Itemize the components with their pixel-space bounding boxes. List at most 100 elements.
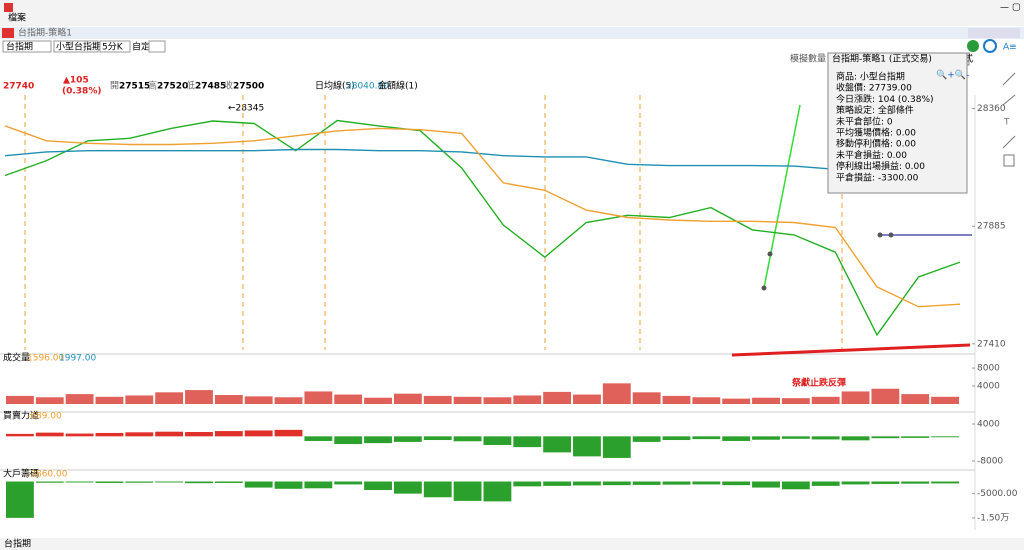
high-mark: ←28345 xyxy=(228,104,264,114)
bar xyxy=(781,398,810,404)
bar xyxy=(573,394,601,404)
bar xyxy=(453,396,482,404)
side-tools[interactable]: T xyxy=(1002,72,1016,167)
custom-input[interactable] xyxy=(148,40,166,53)
window-controls[interactable]: — ▢ ✕ xyxy=(1000,3,1024,13)
bar xyxy=(602,383,631,404)
contract-select[interactable] xyxy=(53,40,99,53)
info-line: 收盤價: 27739.00 xyxy=(836,82,912,94)
panel-title: 成交量 xyxy=(3,352,30,364)
ohlc-label: 低 xyxy=(186,80,195,92)
bar xyxy=(364,436,392,444)
info-line: 移動停利價格: 0.00 xyxy=(836,138,916,150)
bar xyxy=(334,436,363,445)
window-title: 台指期-策略1 xyxy=(18,27,72,39)
last-price: 27740 xyxy=(3,82,34,92)
bar xyxy=(334,481,363,485)
bar xyxy=(244,430,273,437)
bar xyxy=(841,436,870,441)
window-header xyxy=(0,27,1024,39)
info-line: 策略設定: 全部條件 xyxy=(836,104,914,116)
bar xyxy=(274,481,303,489)
tool-text[interactable]: T xyxy=(1003,118,1010,128)
info-line: 平倉損益: -3300.00 xyxy=(836,171,919,183)
bar xyxy=(752,436,780,440)
tool-ray[interactable] xyxy=(1002,94,1016,106)
day-separators xyxy=(24,95,843,350)
info-box xyxy=(827,52,968,194)
bar xyxy=(125,432,154,437)
status-bar xyxy=(0,538,1024,550)
bar xyxy=(901,436,930,438)
bar xyxy=(155,431,184,437)
bar xyxy=(244,481,273,488)
bar xyxy=(931,481,959,484)
tool-fan[interactable] xyxy=(1002,135,1016,149)
panel-title: 買賣力道 xyxy=(3,410,39,422)
bar xyxy=(483,436,512,445)
info-line: 今日漲跌: 104 (0.38%) xyxy=(836,93,934,105)
period-select-text[interactable]: 5分K xyxy=(102,42,124,53)
line-point xyxy=(888,232,894,238)
ohlc-value: 27520 xyxy=(157,82,188,92)
bar xyxy=(244,396,273,404)
bar xyxy=(304,481,333,489)
bar xyxy=(423,481,452,498)
bar xyxy=(6,433,34,437)
info-line: 商品: 小型台指期 xyxy=(836,71,905,83)
bar xyxy=(185,390,213,404)
bar xyxy=(931,396,959,404)
bar xyxy=(543,436,572,453)
bar xyxy=(65,433,94,437)
bar xyxy=(453,436,482,442)
bar xyxy=(364,397,392,404)
y-tick-label: 8000 xyxy=(977,364,1000,374)
indicator-label: 日均線(5) xyxy=(315,80,355,92)
menu-file[interactable]: 檔案 xyxy=(8,12,26,24)
ohlc-value: 27515 xyxy=(119,82,150,92)
bar xyxy=(722,436,751,441)
price-line xyxy=(4,125,961,308)
bar xyxy=(95,481,124,483)
bar xyxy=(214,395,243,404)
bar xyxy=(6,395,34,404)
bar xyxy=(752,481,780,488)
bar xyxy=(95,396,124,404)
tool-icon[interactable] xyxy=(967,40,979,52)
trend-point xyxy=(767,251,773,257)
ohlc-label: 高 xyxy=(148,80,157,92)
product-select-text[interactable]: 台指期 xyxy=(6,41,33,53)
bar xyxy=(274,429,303,437)
contract-select-text[interactable]: 小型台指期 xyxy=(56,41,101,53)
bar xyxy=(155,481,184,483)
bar xyxy=(214,481,243,483)
bar xyxy=(781,436,810,439)
zoom-icons[interactable]: 🔍+🔍- xyxy=(936,69,969,81)
tool-trash[interactable] xyxy=(1003,154,1015,167)
refresh-icon[interactable] xyxy=(983,39,997,53)
ohlc-label: 收 xyxy=(224,80,233,92)
product-select[interactable] xyxy=(2,40,52,53)
y-tick-label: -8000 xyxy=(977,457,1003,467)
tool-line[interactable] xyxy=(1002,72,1016,86)
bar xyxy=(483,481,512,502)
bar xyxy=(781,481,810,490)
bar xyxy=(393,393,422,404)
panel-value: 1596.00 xyxy=(27,354,64,364)
status-tab[interactable]: 台指期 xyxy=(4,538,31,550)
panel-title: 大戶籌碼 xyxy=(3,468,39,480)
bar xyxy=(543,481,572,486)
y-tick-label: 27410 xyxy=(977,339,1006,349)
annotation: 祭獻止跌反彈 xyxy=(791,377,846,389)
y-tick-label: 4000 xyxy=(977,382,1000,392)
bar xyxy=(722,398,751,404)
ohlc-label: 開 xyxy=(110,81,119,92)
list-icon[interactable]: A≡ xyxy=(1003,43,1017,53)
line-point xyxy=(877,232,883,238)
window-buttons[interactable] xyxy=(968,28,1020,38)
period-select[interactable] xyxy=(99,40,131,53)
bar xyxy=(841,481,870,485)
indicator-label: 金額線(1) xyxy=(378,80,418,92)
